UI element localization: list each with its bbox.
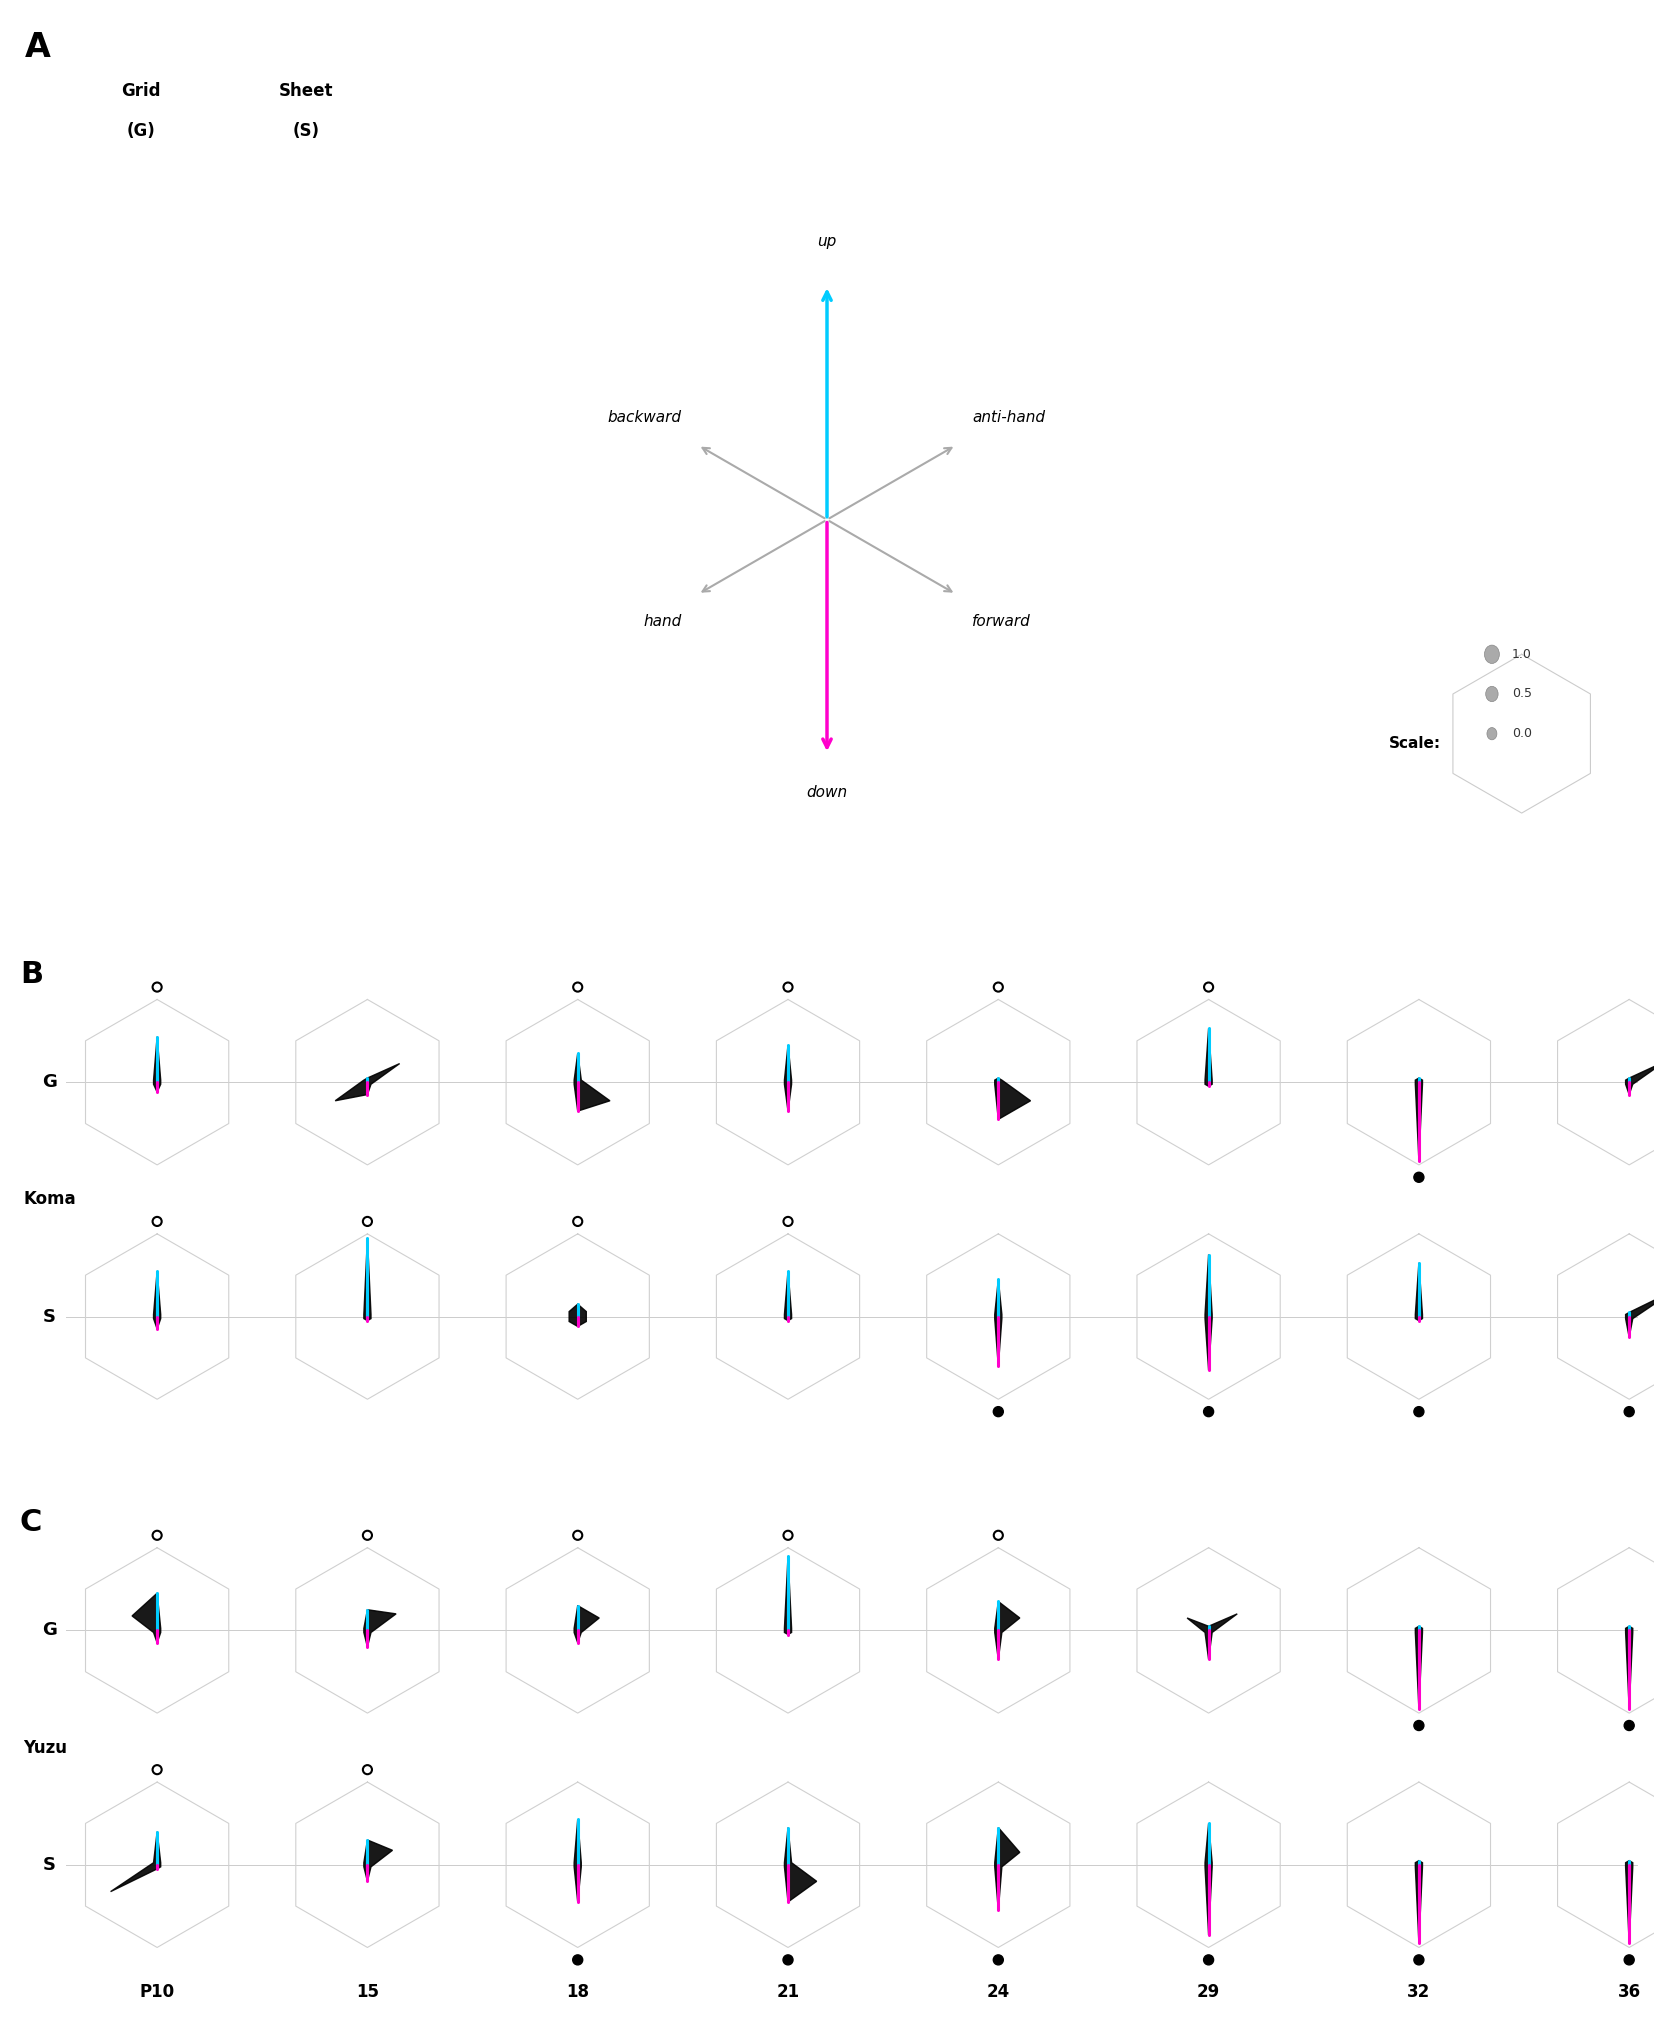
Ellipse shape [1414,1172,1424,1182]
Ellipse shape [1624,1720,1634,1730]
Polygon shape [132,1594,160,1643]
Ellipse shape [1624,1406,1634,1416]
Text: 21: 21 [776,1983,799,2001]
Polygon shape [1626,1290,1654,1337]
Text: up: up [817,234,837,249]
Polygon shape [1416,1264,1422,1321]
Polygon shape [1626,1626,1632,1710]
Text: S: S [43,1857,56,1873]
Text: G: G [43,1074,56,1090]
Polygon shape [1188,1614,1237,1659]
Polygon shape [111,1832,160,1891]
Text: Koma: Koma [23,1190,76,1209]
Text: 0.0: 0.0 [1512,728,1532,740]
Text: S: S [43,1308,56,1325]
Ellipse shape [1204,1406,1214,1416]
Text: 36: 36 [1618,1983,1641,2001]
Polygon shape [364,1610,395,1647]
Polygon shape [1416,1626,1422,1710]
Polygon shape [336,1064,400,1101]
Text: 32: 32 [1408,1983,1431,2001]
Polygon shape [994,1078,1030,1119]
Polygon shape [1206,1255,1212,1370]
Text: 0.5: 0.5 [1512,687,1532,701]
Text: 29: 29 [1197,1983,1221,2001]
Polygon shape [994,1828,1021,1910]
Ellipse shape [1487,728,1497,740]
Text: backward: backward [607,410,681,424]
Text: G: G [43,1622,56,1639]
Polygon shape [154,1037,160,1092]
Polygon shape [1626,1062,1654,1094]
Text: P10: P10 [139,1983,175,2001]
Polygon shape [574,1820,581,1901]
Polygon shape [1416,1078,1422,1162]
Ellipse shape [1414,1720,1424,1730]
Polygon shape [1206,1029,1212,1086]
Text: 24: 24 [987,1983,1011,2001]
Polygon shape [784,1045,792,1111]
Ellipse shape [1414,1954,1424,1965]
Ellipse shape [1485,646,1500,664]
Polygon shape [569,1304,586,1327]
Text: (G): (G) [126,122,155,141]
Ellipse shape [572,1954,582,1965]
Ellipse shape [1624,1954,1634,1965]
Text: anti-hand: anti-hand [973,410,1045,424]
Ellipse shape [1204,1954,1214,1965]
Ellipse shape [1485,687,1499,701]
Text: 18: 18 [566,1983,589,2001]
Polygon shape [364,1840,392,1881]
Polygon shape [1626,1861,1632,1944]
Polygon shape [994,1602,1021,1659]
Polygon shape [784,1272,792,1321]
Polygon shape [1416,1861,1422,1944]
Polygon shape [784,1828,817,1901]
Text: B: B [20,960,43,988]
Polygon shape [574,1606,599,1643]
Text: A: A [25,31,51,63]
Polygon shape [574,1054,610,1111]
Text: 15: 15 [356,1983,379,2001]
Text: Grid: Grid [121,82,160,100]
Ellipse shape [994,1954,1004,1965]
Polygon shape [784,1555,792,1634]
Text: Yuzu: Yuzu [23,1738,68,1757]
Ellipse shape [1414,1406,1424,1416]
Polygon shape [994,1280,1002,1365]
Polygon shape [154,1272,160,1329]
Ellipse shape [994,1406,1004,1416]
Text: down: down [807,785,847,799]
Text: 1.0: 1.0 [1512,648,1532,660]
Text: hand: hand [643,615,681,630]
Text: Sheet: Sheet [280,82,332,100]
Polygon shape [364,1237,370,1321]
Text: forward: forward [973,615,1030,630]
Text: (S): (S) [293,122,319,141]
Ellipse shape [782,1954,792,1965]
Text: Scale:: Scale: [1389,736,1442,752]
Text: C: C [20,1508,43,1537]
Polygon shape [1206,1824,1212,1934]
